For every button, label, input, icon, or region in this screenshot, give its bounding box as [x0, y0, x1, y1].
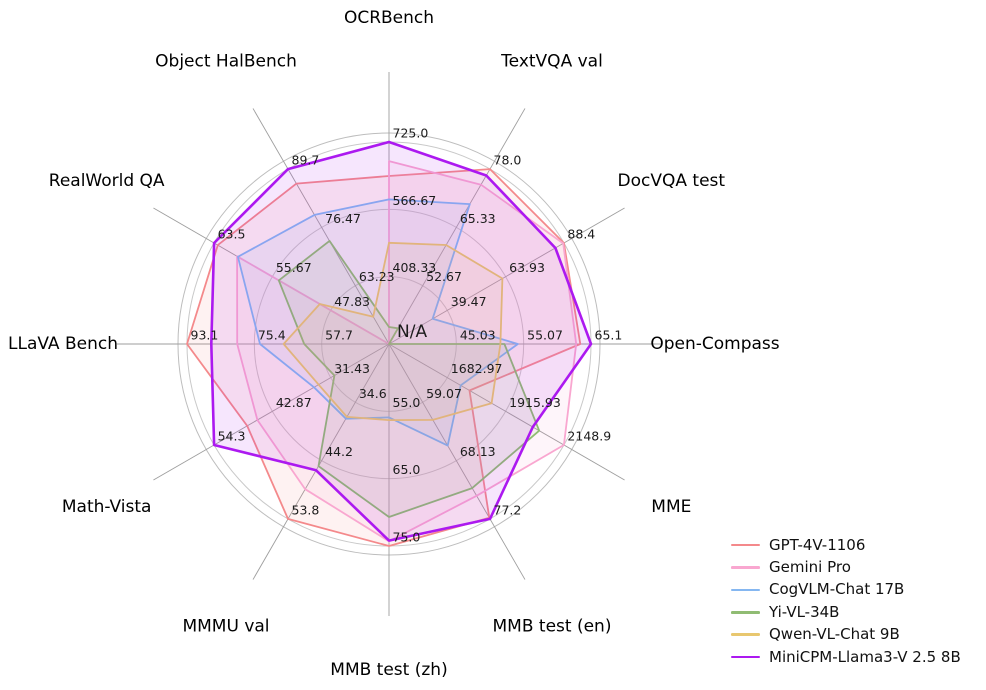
- axis-spoke-4: [388, 343, 625, 481]
- axis-title-11: Object HalBench: [155, 52, 297, 72]
- tick-label: 47.83: [334, 294, 370, 309]
- tick-label: 77.2: [494, 502, 522, 517]
- tick-label: 34.6: [359, 386, 387, 401]
- legend-label: Qwen-VL-Chat 9B: [769, 625, 900, 644]
- axis-title-8: Math-Vista: [62, 497, 152, 517]
- tick-label: 52.67: [426, 269, 462, 284]
- axis-title-7: MMMU val: [182, 616, 269, 636]
- tick-label: 76.47: [325, 211, 361, 226]
- tick-label: 2148.9: [567, 429, 611, 444]
- legend-swatch: [731, 588, 760, 592]
- tick-label: 39.47: [451, 294, 487, 309]
- legend-swatch: [731, 633, 760, 637]
- tick-label: 1682.97: [451, 361, 503, 376]
- axis-spoke-11: [252, 108, 390, 345]
- tick-label: 1915.93: [509, 395, 561, 410]
- legend-item-0: GPT-4V-1106: [731, 534, 961, 556]
- tick-label: 55.67: [276, 260, 312, 275]
- legend: GPT-4V-1106 Gemini Pro CogVLM-Chat 17B Yi-V…: [731, 534, 961, 668]
- legend-swatch: [731, 611, 760, 614]
- axis-title-4: MME: [651, 497, 691, 517]
- legend-swatch: [731, 655, 760, 659]
- tick-label: 44.2: [325, 444, 353, 459]
- tick-label: 75.4: [258, 328, 286, 343]
- legend-swatch: [731, 543, 760, 547]
- axis-title-0: OCRBench: [344, 8, 434, 28]
- tick-label: 88.4: [567, 227, 595, 242]
- legend-item-1: Gemini Pro: [731, 556, 961, 578]
- legend-label: Gemini Pro: [769, 558, 851, 577]
- tick-label: 31.43: [334, 361, 370, 376]
- tick-label: 63.5: [218, 227, 246, 242]
- legend-item-5: MiniCPM-Llama3-V 2.5 8B: [731, 646, 961, 668]
- tick-label: 566.67: [393, 193, 437, 208]
- tick-label: 65.1: [595, 328, 623, 343]
- tick-label: 93.1: [191, 328, 219, 343]
- tick-label: 57.7: [325, 328, 353, 343]
- legend-item-3: Yi-VL-34B: [731, 601, 961, 623]
- center-na-label: N/A: [397, 322, 427, 342]
- axis-title-1: TextVQA val: [500, 52, 603, 72]
- axis-title-10: RealWorld QA: [49, 171, 165, 191]
- legend-item-2: CogVLM-Chat 17B: [731, 579, 961, 601]
- axis-title-6: MMB test (zh): [330, 660, 447, 680]
- series-fill-0: [187, 169, 581, 546]
- tick-label: 89.7: [292, 153, 320, 168]
- legend-label: CogVLM-Chat 17B: [769, 580, 905, 599]
- legend-label: GPT-4V-1106: [769, 535, 866, 554]
- series-fill-5: [211, 142, 592, 541]
- axis-spoke-5: [388, 343, 526, 580]
- series-line-3: [277, 240, 541, 518]
- axis-spoke-2: [388, 207, 625, 345]
- axis-spoke-7: [252, 343, 390, 580]
- axis-title-3: Open-Compass: [650, 334, 779, 354]
- tick-label: 68.13: [460, 444, 496, 459]
- series-line-5: [210, 140, 593, 542]
- tick-label: 42.87: [276, 395, 312, 410]
- tick-label: 65.33: [460, 211, 496, 226]
- tick-label: 63.23: [359, 269, 395, 284]
- axis-title-5: MMB test (en): [493, 616, 612, 636]
- tick-label: 45.03: [460, 328, 496, 343]
- tick-label: 78.0: [494, 153, 522, 168]
- legend-item-4: Qwen-VL-Chat 9B: [731, 624, 961, 646]
- tick-label: 63.93: [509, 260, 545, 275]
- series-line-2: [237, 198, 519, 447]
- tick-label: 75.0: [393, 530, 421, 545]
- tick-label: 53.8: [292, 502, 320, 517]
- tick-label: 54.3: [218, 429, 246, 444]
- tick-label: 65.0: [393, 462, 421, 477]
- tick-label: 55.0: [393, 395, 421, 410]
- axis-spoke-8: [153, 343, 390, 481]
- legend-swatch: [731, 566, 760, 569]
- axis-spoke-1: [388, 108, 526, 345]
- series-line-4: [282, 241, 504, 421]
- tick-label: 59.07: [426, 386, 462, 401]
- tick-label: 408.33: [393, 260, 437, 275]
- legend-label: MiniCPM-Llama3-V 2.5 8B: [769, 647, 961, 666]
- series-fill-2: [237, 199, 518, 446]
- series-fill-4: [283, 242, 503, 421]
- tick-label: 55.07: [527, 328, 563, 343]
- axis-title-2: DocVQA test: [618, 171, 726, 191]
- axis-title-9: LLaVA Bench: [8, 334, 118, 354]
- legend-label: Yi-VL-34B: [769, 602, 840, 621]
- tick-label: 725.0: [393, 126, 429, 141]
